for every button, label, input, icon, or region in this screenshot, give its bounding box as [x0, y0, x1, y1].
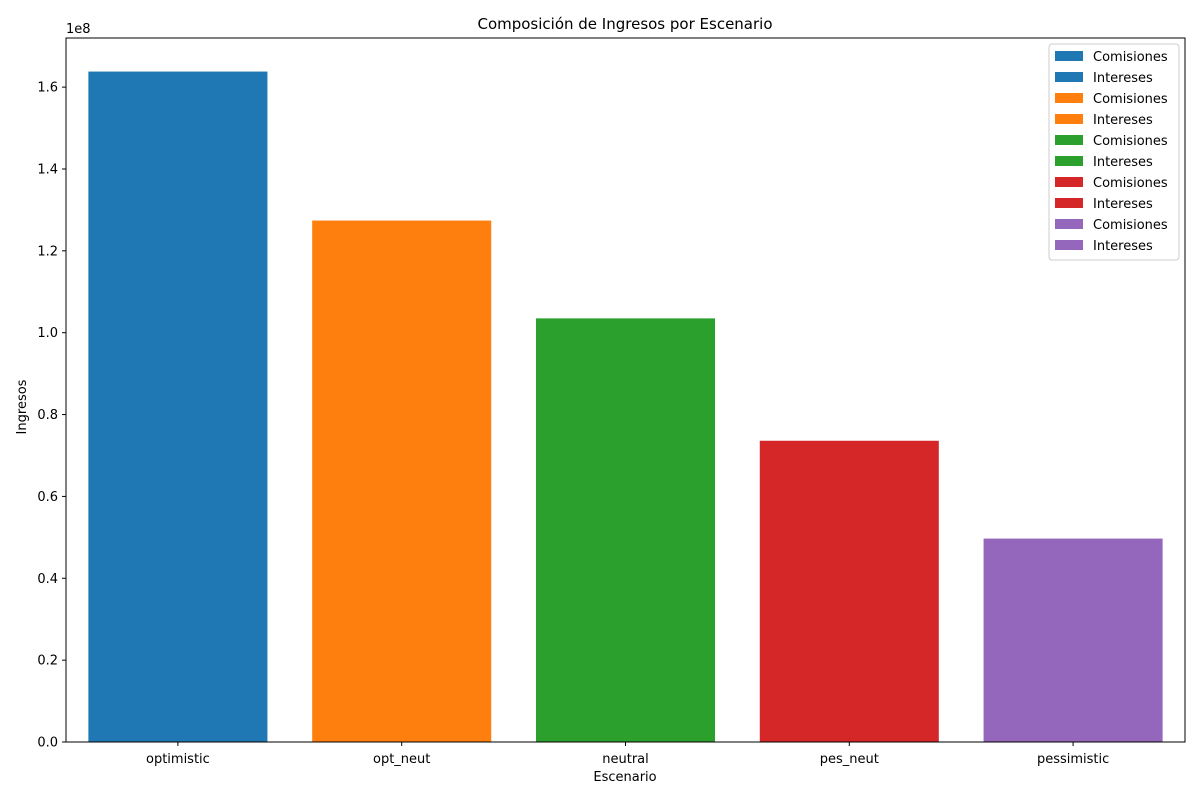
x-tick-label: opt_neut	[373, 752, 430, 767]
legend-label: Comisiones	[1093, 92, 1168, 107]
y-tick-label: 1.4	[37, 162, 58, 177]
y-tick-label: 0.4	[37, 572, 58, 587]
y-tick-label: 0.2	[37, 654, 58, 669]
bar-pes_neut-intereses	[759, 440, 939, 742]
legend-label: Intereses	[1093, 155, 1153, 170]
y-tick-label: 1.0	[37, 326, 58, 341]
legend-swatch	[1055, 156, 1083, 166]
legend-swatch	[1055, 72, 1083, 82]
legend-label: Intereses	[1093, 197, 1153, 212]
legend-swatch	[1055, 198, 1083, 208]
y-tick-label: 1.2	[37, 244, 58, 259]
bar-optimistic-intereses	[88, 71, 268, 742]
y-tick-label: 0.0	[37, 736, 58, 751]
x-tick-label: pessimistic	[1037, 752, 1109, 767]
x-tick-label: pes_neut	[820, 752, 879, 767]
legend-label: Comisiones	[1093, 218, 1168, 233]
bar-opt_neut-intereses	[312, 220, 492, 743]
plot-frame	[65, 37, 1186, 743]
bars-layer	[88, 71, 1163, 743]
legend-swatch	[1055, 219, 1083, 229]
bar-neutral-intereses	[535, 318, 716, 742]
x-tick-label: optimistic	[146, 752, 210, 767]
legend-label: Intereses	[1093, 71, 1153, 86]
y-axis-ticks: 0.0 0.2 0.4 0.6 0.8 1.0 1.2 1.4 1.6	[37, 81, 66, 751]
legend-swatch	[1055, 177, 1083, 187]
legend-label: Intereses	[1093, 239, 1153, 254]
x-axis-ticks: optimistic opt_neut neutral pes_neut pessimi…	[146, 742, 1109, 767]
legend-label: Intereses	[1093, 113, 1153, 128]
x-tick-label: neutral	[602, 752, 649, 767]
legend-swatch	[1055, 135, 1083, 145]
y-axis-label: Ingresos	[15, 379, 30, 434]
legend: Comisiones Intereses Comisiones Intereses Co…	[1048, 43, 1180, 261]
legend-label: Comisiones	[1093, 176, 1168, 191]
legend-label: Comisiones	[1093, 134, 1168, 149]
y-tick-label: 0.8	[37, 408, 58, 423]
legend-swatch	[1055, 240, 1083, 250]
y-tick-label: 0.6	[37, 490, 58, 505]
legend-swatch	[1055, 114, 1083, 124]
y-axis-exponent: 1e8	[66, 22, 91, 37]
legend-label: Comisiones	[1093, 50, 1168, 65]
chart-title: Composición de Ingresos por Escenario	[477, 15, 772, 33]
legend-swatch	[1055, 93, 1083, 103]
bar-pessimistic-intereses	[983, 538, 1163, 742]
legend-swatch	[1055, 51, 1083, 61]
x-axis-label: Escenario	[593, 770, 656, 785]
y-tick-label: 1.6	[37, 81, 58, 96]
